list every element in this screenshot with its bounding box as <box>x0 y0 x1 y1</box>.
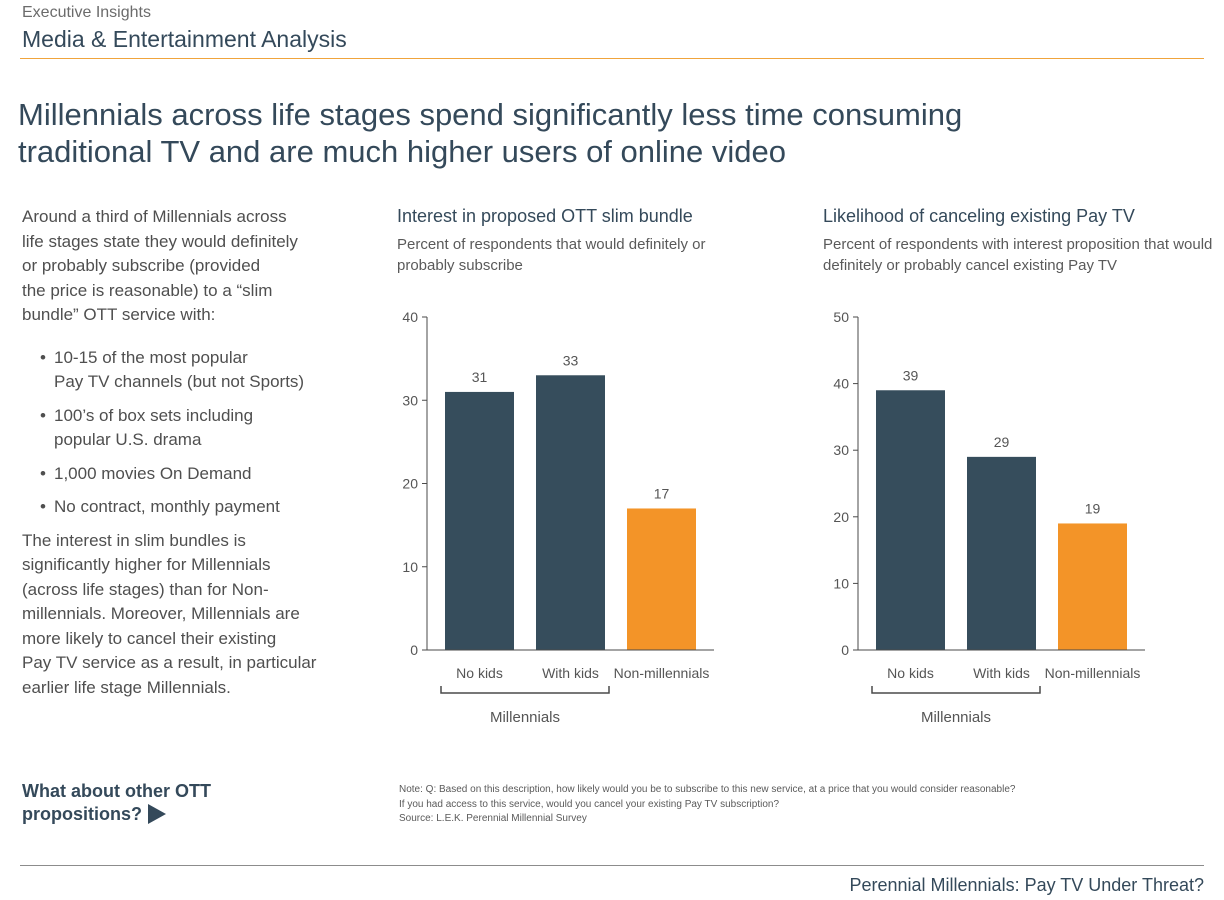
group-label: Millennials <box>490 709 560 726</box>
bar <box>627 508 696 650</box>
data-label: 19 <box>1085 500 1101 516</box>
section-title: Media & Entertainment Analysis <box>22 26 347 52</box>
closing-line: more likely to cancel their existing <box>22 628 277 648</box>
feature-text: 100’s of box sets including <box>54 405 254 425</box>
source-notes: Note: Q: Based on this description, how … <box>399 783 1199 827</box>
bottom-divider <box>20 865 1204 866</box>
intro-line: or probably subscribe (provided <box>22 256 261 275</box>
feature-text: No contract, monthly payment <box>54 497 280 516</box>
intro-line: the price is reasonable) to a “slim <box>22 280 273 300</box>
x-tick-label: No kids <box>887 665 934 681</box>
y-tick-label: 10 <box>833 575 849 591</box>
closing-line: millennials. Moreover, Millennials are <box>22 604 300 623</box>
data-label: 31 <box>472 369 488 385</box>
y-tick-label: 30 <box>833 442 849 458</box>
feature-text: 10-15 of the most popular <box>54 347 248 367</box>
chart-subtitle: Percent of respondents that would defini… <box>397 236 706 274</box>
intro-line: life stages state they would definitely <box>22 231 298 251</box>
group-label: Millennials <box>921 709 991 726</box>
data-label: 39 <box>903 367 919 383</box>
x-tick-label: Non-millennials <box>1045 665 1141 681</box>
feature-text: 1,000 movies On Demand <box>54 463 252 483</box>
x-tick-label: Non-millennials <box>614 665 710 681</box>
y-tick-label: 20 <box>402 476 418 492</box>
intro-line: Around a third of Millennials across <box>22 207 287 226</box>
chart-title: Interest in proposed OTT slim bundle <box>397 206 693 226</box>
closing-line: earlier life stage Millennials. <box>22 677 231 697</box>
bullet-dot: • <box>40 405 46 425</box>
note-line: Source: L.E.K. Perennial Millennial Surv… <box>399 813 587 824</box>
cta-line-1: What about other OTT <box>22 781 211 801</box>
y-tick-label: 0 <box>410 642 418 658</box>
headline-line-1: Millennials across life stages spend sig… <box>18 97 963 132</box>
bullet-dot: • <box>40 497 46 516</box>
feature-list-item: • 100’s of box sets including popular U.… <box>22 404 342 453</box>
closing-line: (across life stages) than for Non- <box>22 579 269 599</box>
left-commentary: Around a third of Millennials across lif… <box>22 205 342 700</box>
group-bracket <box>440 686 610 694</box>
other-propositions-link[interactable]: What about other OTT propositions? <box>22 780 211 826</box>
play-arrow-icon <box>148 804 166 824</box>
y-tick-label: 30 <box>402 392 418 408</box>
x-tick-label: With kids <box>973 665 1030 681</box>
y-tick-label: 0 <box>841 642 849 658</box>
x-tick-label: No kids <box>456 665 503 681</box>
data-label: 33 <box>563 352 579 368</box>
note-line: If you had access to this service, would… <box>399 798 780 810</box>
bullet-dot: • <box>40 463 46 483</box>
y-tick-label: 20 <box>833 509 849 525</box>
intro-paragraph: Around a third of Millennials across lif… <box>22 205 342 328</box>
closing-line: significantly higher for Millennials <box>22 555 271 574</box>
data-label: 17 <box>654 485 670 501</box>
closing-line: Pay TV service as a result, in particula… <box>22 653 317 672</box>
bar <box>445 391 514 650</box>
headline-line-2: traditional TV and are much higher users… <box>18 134 786 169</box>
feature-text: popular U.S. drama <box>54 430 202 449</box>
page-headline: Millennials across life stages spend sig… <box>18 96 1018 170</box>
bar <box>536 375 605 650</box>
y-tick-label: 40 <box>833 376 849 392</box>
footer-title: Perennial Millennials: Pay TV Under Thre… <box>849 875 1204 895</box>
bar <box>1058 523 1127 650</box>
feature-list: • 10-15 of the most popular Pay TV chann… <box>22 346 342 520</box>
y-tick-label: 50 <box>833 309 849 325</box>
bar <box>876 390 945 650</box>
top-divider <box>20 58 1204 59</box>
data-label: 29 <box>994 434 1010 450</box>
intro-line: bundle” OTT service with: <box>22 305 216 324</box>
closing-line: The interest in slim bundles is <box>22 530 246 550</box>
feature-list-item: • No contract, monthly payment <box>22 495 342 520</box>
group-bracket <box>871 686 1041 694</box>
cta-line-2: propositions? <box>22 804 142 824</box>
bullet-dot: • <box>40 347 46 367</box>
x-tick-label: With kids <box>542 665 599 681</box>
feature-text: Pay TV channels (but not Sports) <box>54 372 305 391</box>
y-tick-label: 40 <box>402 309 418 325</box>
note-line: Note: Q: Based on this description, how … <box>399 784 1016 795</box>
y-tick-label: 10 <box>402 559 418 575</box>
eyebrow-label: Executive Insights <box>22 4 151 21</box>
closing-paragraph: The interest in slim bundles is signific… <box>22 529 342 701</box>
bar <box>967 456 1036 650</box>
feature-list-item: • 10-15 of the most popular Pay TV chann… <box>22 346 342 395</box>
feature-list-item: • 1,000 movies On Demand <box>22 462 342 487</box>
chart-subtitle: Percent of respondents with interest pro… <box>823 236 1213 274</box>
chart-title: Likelihood of canceling existing Pay TV <box>823 206 1135 226</box>
